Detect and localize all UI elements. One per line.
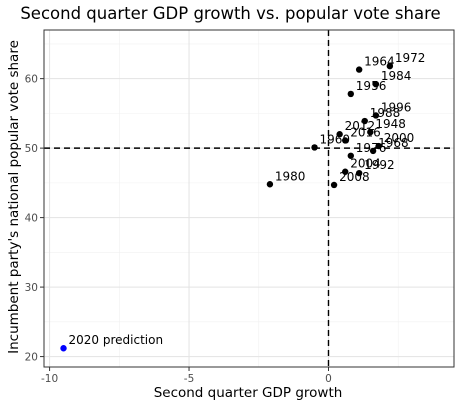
data-point: [348, 91, 354, 97]
data-point-label: 2008: [339, 170, 370, 184]
y-tick-label: 60: [25, 73, 38, 85]
data-point: [267, 181, 273, 187]
y-tick-label: 40: [25, 212, 38, 224]
data-point-label: 1976: [356, 141, 387, 155]
data-point: [356, 66, 362, 72]
data-point: [60, 345, 66, 351]
data-point-label: 1980: [275, 169, 306, 183]
data-point-label: 1964: [364, 55, 395, 69]
data-point-label: 2016: [350, 125, 381, 139]
data-point-label: 2020 prediction: [69, 333, 164, 347]
x-tick-label: -5: [184, 373, 194, 385]
y-tick-label: 50: [25, 143, 38, 155]
data-point: [311, 144, 317, 150]
x-axis-label: Second quarter GDP growth: [38, 385, 458, 401]
data-point-label: 1972: [395, 51, 426, 65]
x-tick-label: -10: [41, 373, 58, 385]
data-point-label: 1956: [356, 79, 387, 93]
y-tick-label: 30: [25, 282, 38, 294]
data-point-label: 1960: [320, 132, 351, 146]
data-point: [331, 182, 337, 188]
y-axis-label: Incumbent party's national popular vote …: [6, 37, 22, 357]
y-tick-label: 20: [25, 351, 38, 363]
x-tick-label: 0: [325, 373, 332, 385]
